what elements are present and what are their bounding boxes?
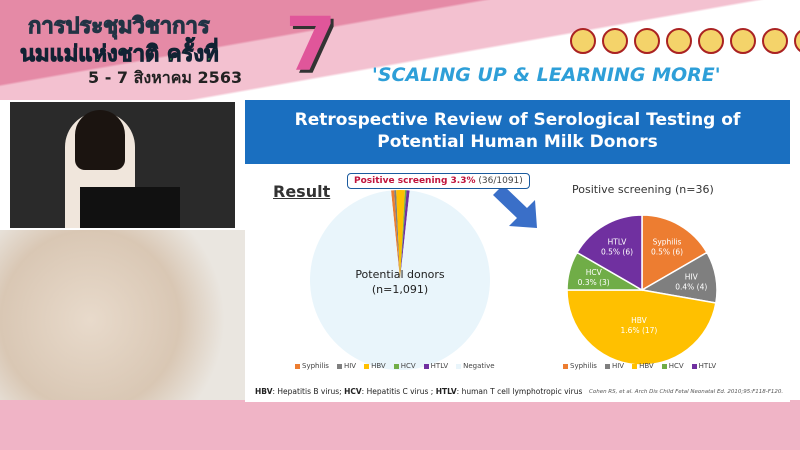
positive-screening-callout: Positive screening 3.3% (36/1091) xyxy=(347,173,530,189)
legend-swatch xyxy=(563,363,568,369)
fn-hbv-text: : Hepatitis B virus; xyxy=(272,387,345,396)
left-pie-sub: (n=1,091) xyxy=(372,283,428,296)
slice-name-htlv: HTLV xyxy=(608,238,628,247)
legend-item-hbv: HBV xyxy=(632,362,654,370)
pie-slice-htlv xyxy=(576,214,643,292)
banner-background xyxy=(0,0,800,100)
pie-slice-htlv xyxy=(400,190,410,280)
fn-hbv: HBV xyxy=(255,387,273,396)
legend-swatch xyxy=(423,363,429,369)
left-legend: Syphilis HIV HBV HCV HTLV Negative xyxy=(295,362,495,370)
right-pie-title: Positive screening (n=36) xyxy=(572,183,714,196)
legend-item-hiv: HIV xyxy=(604,362,624,370)
slice-value-hbv: 1.6% (17) xyxy=(621,326,658,335)
logo-icon xyxy=(794,28,800,54)
slice-value-hiv: 0.4% (4) xyxy=(675,282,707,291)
pie-slice-negative xyxy=(310,190,490,370)
legend-swatch xyxy=(604,363,610,369)
speaker-hair xyxy=(75,110,125,170)
legend-swatch xyxy=(691,363,697,369)
logo-icon xyxy=(570,28,596,54)
legend-item-hcv: HCV xyxy=(661,362,684,370)
legend-item-htlv: HTLV xyxy=(691,362,716,370)
legend-swatch xyxy=(661,363,667,369)
legend-swatch xyxy=(364,363,370,369)
slice-value-syphilis: 0.5% (6) xyxy=(651,248,683,257)
legend-item-hcv: HCV xyxy=(393,362,416,370)
legend-swatch xyxy=(456,363,462,369)
legend-item-negative: Negative xyxy=(456,362,495,370)
slice-name-hcv: HCV xyxy=(586,268,603,277)
logo-icon xyxy=(698,28,724,54)
logo-icon xyxy=(730,28,756,54)
pie-slice-hcv xyxy=(400,190,407,280)
callout-rest: (36/1091) xyxy=(478,176,523,186)
slice-name-hbv: HBV xyxy=(631,316,648,325)
banner-title-line2: นมแม่แห่งชาติ ครั้งที่ xyxy=(20,42,220,68)
logo-icon xyxy=(666,28,692,54)
slice-value-hcv: 0.3% (3) xyxy=(578,278,610,287)
banner-dates: 5 - 7 สิงหาคม 2563 xyxy=(88,68,243,87)
logo-icon xyxy=(634,28,660,54)
banner-number: 7 xyxy=(285,2,337,88)
podium xyxy=(80,187,180,228)
child-photo xyxy=(0,230,245,400)
slide-title: Retrospective Review of Serological Test… xyxy=(245,100,790,164)
result-label: Result xyxy=(273,182,331,201)
slice-value-htlv: 0.5% (6) xyxy=(601,248,633,257)
legend-swatch xyxy=(295,363,300,369)
fn-htlv: HTLV xyxy=(435,387,457,396)
slice-name-hiv: HIV xyxy=(685,272,699,281)
legend-item-syphilis: Syphilis xyxy=(295,362,329,370)
citation: Cohen RS, et al. Arch Dis Child Fetal Ne… xyxy=(589,389,784,395)
sponsor-logos xyxy=(570,28,800,54)
pie-slice-syphilis xyxy=(641,214,708,292)
slide: Retrospective Review of Serological Test… xyxy=(245,100,790,402)
legend-item-syphilis: Syphilis xyxy=(563,362,597,370)
legend-item-htlv: HTLV xyxy=(423,362,448,370)
legend-swatch xyxy=(336,363,342,369)
legend-item-hiv: HIV xyxy=(336,362,356,370)
speaker-video xyxy=(10,102,235,228)
legend-item-hbv: HBV xyxy=(364,362,386,370)
right-legend: Syphilis HIV HBV HCV HTLV xyxy=(563,362,716,370)
arrow-icon xyxy=(493,185,537,228)
banner-slogan: 'SCALING UP & LEARNING MORE' xyxy=(372,64,721,86)
fn-htlv-text: : human T cell lymphotropic virus xyxy=(456,387,583,396)
fn-hcv-text: : Hepatitis C virus ; xyxy=(361,387,436,396)
callout-bold: Positive screening 3.3% xyxy=(354,176,476,186)
pie-slice-hbv xyxy=(396,190,405,280)
banner-title-line1: การประชุมวิชาการ xyxy=(28,14,211,40)
footnote: HBV: Hepatitis B virus; HCV: Hepatitis C… xyxy=(255,387,582,396)
legend-swatch xyxy=(632,363,638,369)
left-pie-label: Potential donors xyxy=(355,268,445,281)
logo-icon xyxy=(602,28,628,54)
pie-slice-hiv xyxy=(394,190,400,280)
legend-swatch xyxy=(393,363,399,369)
slice-name-syphilis: Syphilis xyxy=(653,238,682,247)
fn-hcv: HCV xyxy=(344,387,362,396)
slide-title-line2: Potential Human Milk Donors xyxy=(377,132,658,152)
logo-icon xyxy=(762,28,788,54)
slide-title-line1: Retrospective Review of Serological Test… xyxy=(294,110,741,130)
bottom-strip xyxy=(0,400,800,450)
pie-slice-syphilis xyxy=(391,190,400,280)
